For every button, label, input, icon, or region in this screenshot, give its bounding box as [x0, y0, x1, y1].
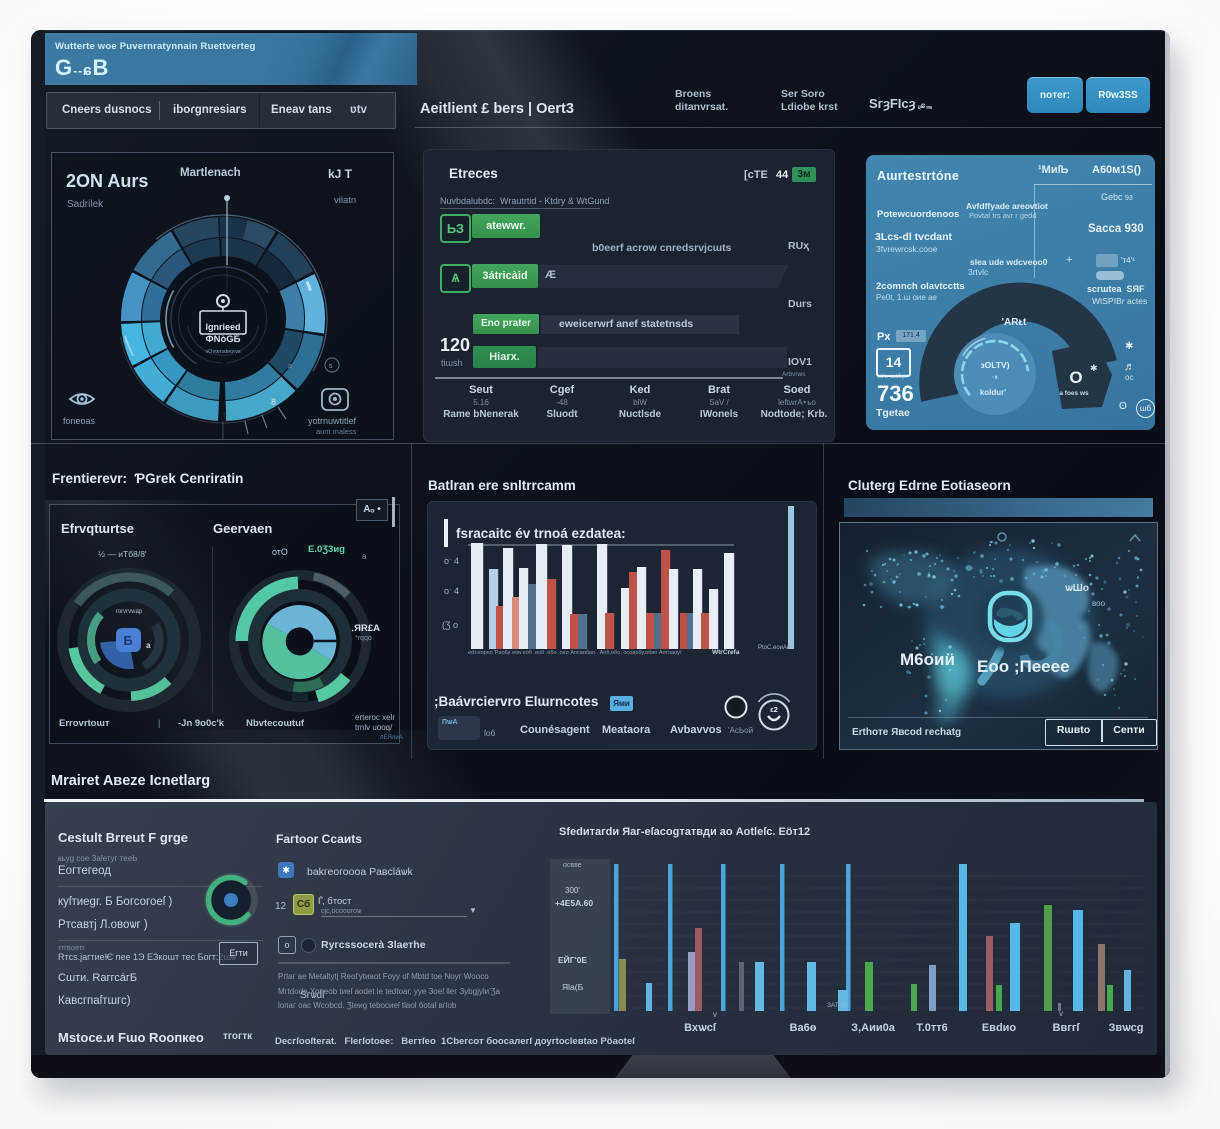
svg-text:O: O	[1069, 368, 1082, 387]
svg-text:koldur': koldur'	[980, 388, 1006, 397]
svg-text:Б: Б	[123, 633, 132, 648]
svg-text:vOvtensteorvs: vOvtensteorvs	[205, 349, 240, 355]
svg-text:rorvrvwap: rorvrvwap	[116, 609, 143, 615]
svg-text:a: a	[146, 641, 151, 650]
svg-text:a: a	[288, 363, 292, 370]
svg-text:8: 8	[271, 397, 276, 407]
svg-text:'ARᴌt: 'ARᴌt	[1002, 317, 1027, 328]
svg-text:lgnrieed: lgnrieed	[205, 322, 240, 332]
svg-text:ᵕᴥ: ᵕᴥ	[992, 375, 998, 381]
svg-text:a foes ws: a foes ws	[1059, 390, 1089, 397]
svg-text:ε2: ε2	[770, 705, 778, 714]
svg-text:ФNòGБ: ФNòGБ	[206, 334, 241, 345]
svg-text:s: s	[329, 363, 333, 370]
svg-text:зOLTV): зOLTV)	[980, 360, 1009, 370]
svg-text:✱: ✱	[1090, 363, 1098, 373]
svg-text:ЗАТ го: ЗАТ го	[827, 1002, 847, 1009]
